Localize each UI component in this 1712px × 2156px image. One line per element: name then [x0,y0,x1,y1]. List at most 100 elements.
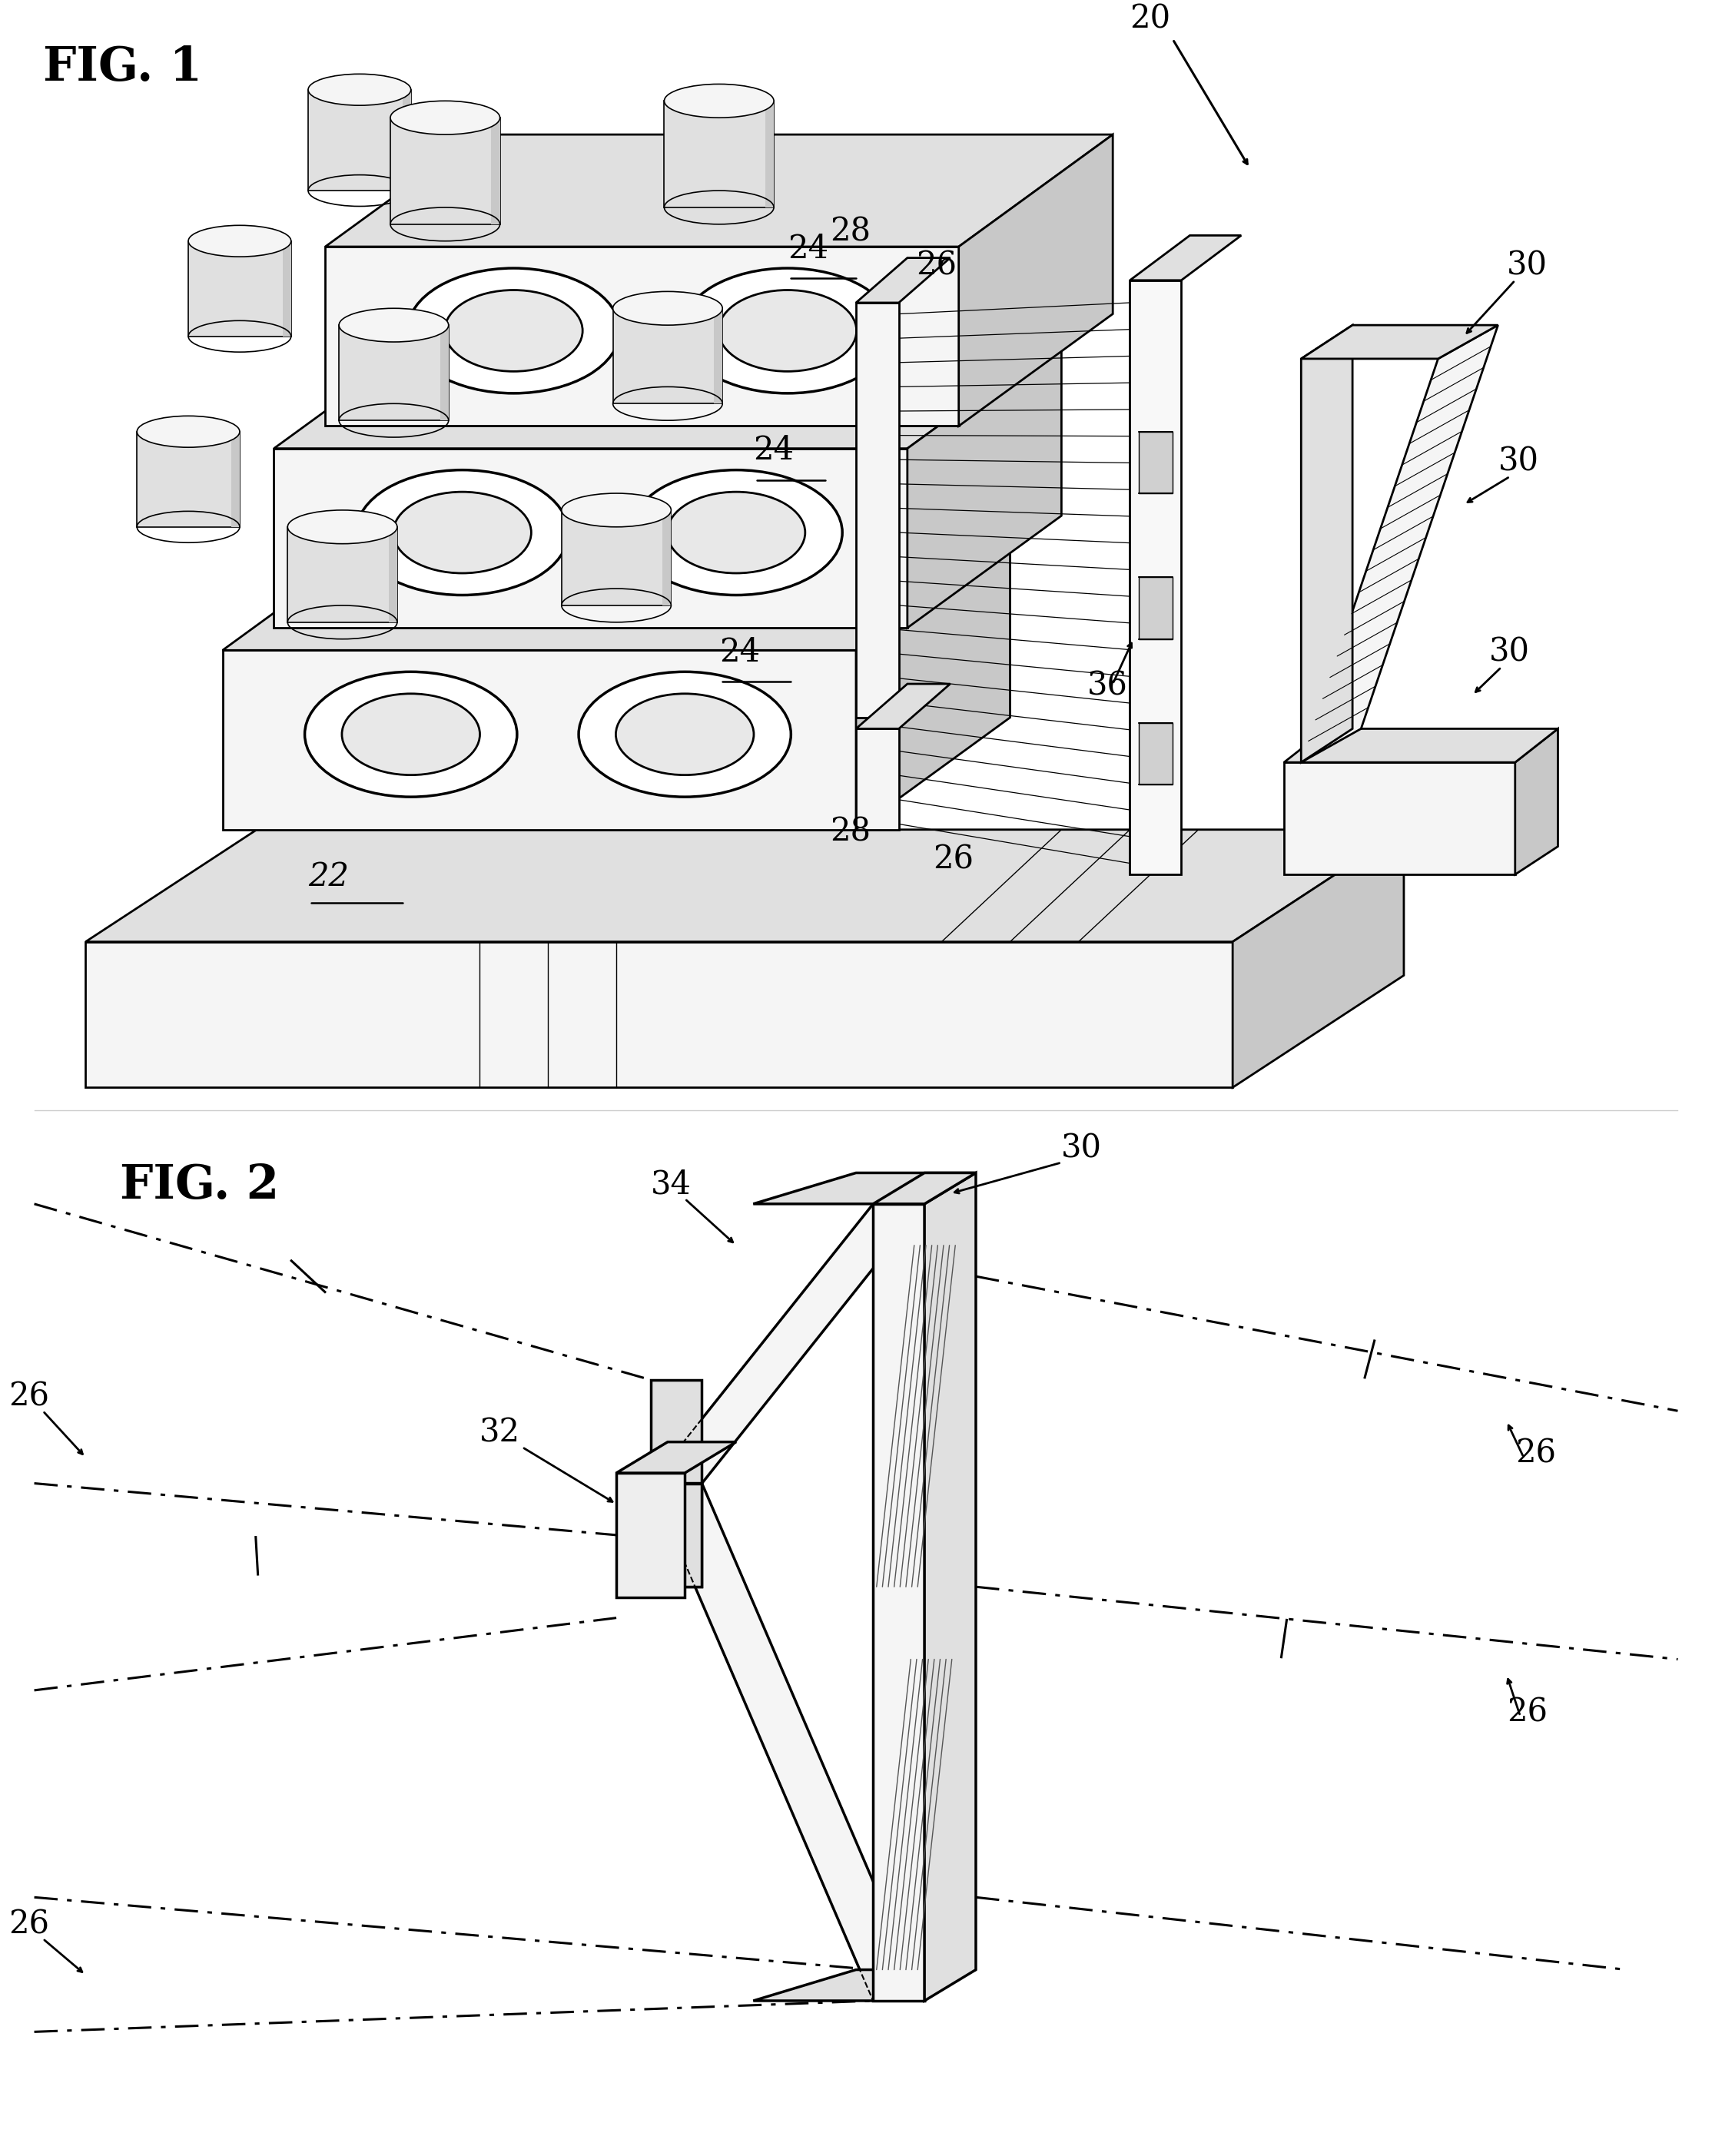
Text: 30: 30 [1507,250,1548,282]
Ellipse shape [616,694,753,774]
Ellipse shape [394,492,531,573]
Polygon shape [440,326,449,420]
Polygon shape [137,431,240,526]
Polygon shape [274,336,1061,448]
Polygon shape [402,91,411,190]
Polygon shape [1130,280,1181,875]
Polygon shape [873,1203,924,2001]
Polygon shape [1284,729,1558,763]
Text: 30: 30 [1061,1132,1103,1164]
Text: 24: 24 [719,636,760,668]
Polygon shape [389,526,397,623]
Ellipse shape [288,511,397,543]
Ellipse shape [630,470,842,595]
Polygon shape [765,101,774,207]
Ellipse shape [719,291,856,371]
Polygon shape [390,119,500,224]
Ellipse shape [681,267,894,392]
Polygon shape [907,336,1061,627]
Polygon shape [651,1203,924,1483]
Polygon shape [1138,722,1173,785]
Text: 26: 26 [1515,1438,1556,1470]
Polygon shape [753,1173,976,1203]
Polygon shape [1301,326,1498,358]
Polygon shape [86,830,1404,942]
Polygon shape [308,91,411,190]
Ellipse shape [579,673,791,798]
Polygon shape [339,326,449,420]
Polygon shape [1301,326,1498,763]
Polygon shape [651,1483,924,2001]
Polygon shape [1284,763,1515,875]
Ellipse shape [137,416,240,446]
Ellipse shape [562,494,671,526]
Polygon shape [856,539,1010,830]
Ellipse shape [305,673,517,798]
Polygon shape [663,511,671,606]
Polygon shape [223,651,856,830]
Polygon shape [288,526,397,623]
Ellipse shape [308,73,411,106]
Polygon shape [491,119,500,224]
Polygon shape [1233,830,1404,1087]
Polygon shape [562,511,671,606]
Polygon shape [959,134,1113,427]
Polygon shape [274,448,907,627]
Polygon shape [1138,578,1173,638]
Polygon shape [1130,235,1241,280]
Text: 26: 26 [9,1908,50,1940]
Polygon shape [86,942,1233,1087]
Polygon shape [856,729,899,830]
Polygon shape [856,302,899,718]
Polygon shape [325,134,1113,246]
Ellipse shape [664,84,774,119]
Ellipse shape [613,291,722,326]
Polygon shape [651,1483,702,1587]
Polygon shape [613,308,722,403]
Polygon shape [616,1473,685,1598]
Polygon shape [651,1483,702,1587]
Polygon shape [231,431,240,526]
Text: 26: 26 [1507,1697,1548,1729]
Polygon shape [1515,729,1558,875]
Ellipse shape [445,291,582,371]
Text: 26: 26 [9,1380,50,1412]
Polygon shape [1301,326,1352,763]
Ellipse shape [342,694,479,774]
Text: 30: 30 [1498,446,1539,479]
Polygon shape [188,241,291,336]
Polygon shape [753,1971,976,2001]
Text: 24: 24 [753,433,794,466]
Polygon shape [664,101,774,207]
Ellipse shape [188,226,291,257]
Text: FIG. 1: FIG. 1 [43,45,202,91]
Ellipse shape [356,470,568,595]
Text: 22: 22 [308,860,349,893]
Text: 24: 24 [788,233,829,265]
Text: FIG. 2: FIG. 2 [120,1162,279,1210]
Polygon shape [651,1380,702,1483]
Text: 26: 26 [916,250,957,282]
Ellipse shape [390,101,500,134]
Text: 28: 28 [830,216,871,248]
Polygon shape [856,683,950,729]
Polygon shape [856,259,950,302]
Text: 34: 34 [651,1169,692,1201]
Text: 28: 28 [830,815,871,847]
Ellipse shape [407,267,620,392]
Polygon shape [714,308,722,403]
Polygon shape [223,539,1010,651]
Text: 36: 36 [1087,671,1128,703]
Polygon shape [1138,431,1173,494]
Polygon shape [616,1442,736,1473]
Text: 26: 26 [933,843,974,875]
Polygon shape [873,1173,976,1203]
Text: 32: 32 [479,1416,520,1449]
Text: 20: 20 [1130,2,1171,34]
Ellipse shape [668,492,805,573]
Polygon shape [924,1173,976,2001]
Ellipse shape [339,308,449,343]
Text: 30: 30 [1489,636,1531,668]
Polygon shape [325,246,959,427]
Polygon shape [282,241,291,336]
